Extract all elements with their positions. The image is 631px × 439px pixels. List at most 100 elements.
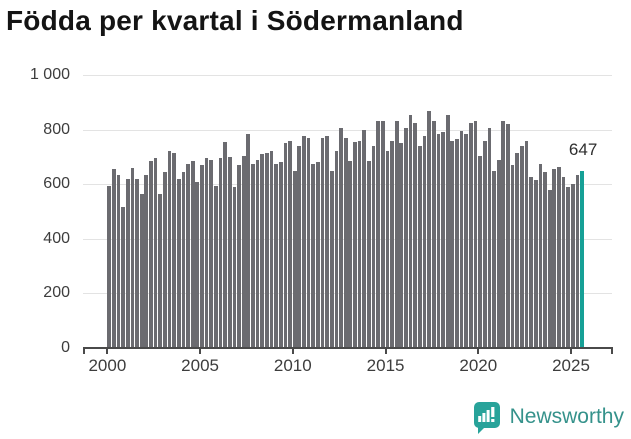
bar: [557, 166, 561, 348]
bar: [107, 185, 112, 348]
newsworthy-chart-bubble-icon: [473, 402, 500, 434]
bar: [297, 146, 302, 348]
bar: [362, 129, 367, 348]
bar: [186, 163, 190, 348]
gridline-y1000: [83, 75, 612, 76]
bar: [450, 140, 455, 348]
bar: [501, 121, 506, 348]
bar: [112, 169, 116, 348]
bar: [459, 131, 464, 348]
bar: [241, 155, 246, 348]
y-axis-label: 800: [43, 120, 70, 138]
bar: [167, 151, 172, 348]
y-axis-label: 400: [43, 229, 70, 247]
bar: [306, 137, 311, 348]
bar: [431, 121, 436, 348]
bar: [436, 133, 441, 348]
bar: [469, 122, 473, 348]
bar: [125, 178, 130, 348]
bar: [246, 133, 251, 348]
bar: [343, 137, 348, 348]
bar: [529, 177, 533, 348]
bar: [255, 159, 260, 348]
bar: [181, 171, 186, 348]
bar: [413, 122, 418, 348]
bar: [510, 165, 515, 348]
bar: [520, 146, 524, 348]
bar: [265, 152, 269, 348]
bar: [200, 165, 204, 348]
x-axis-label: 2025: [552, 356, 590, 375]
bar: [390, 140, 394, 348]
gridline-y800: [83, 129, 612, 131]
bar: [223, 141, 227, 348]
bar: [130, 167, 135, 348]
bar: [176, 178, 181, 348]
bar: [385, 151, 390, 348]
bar: [487, 128, 492, 348]
bar: [158, 193, 163, 348]
bar: [367, 161, 371, 348]
y-axis-label: 1 000: [29, 66, 70, 83]
bar: [227, 156, 232, 348]
bar: [445, 114, 450, 348]
bar: [538, 163, 543, 348]
chart-title: Födda per kvartal i Södermanland: [6, 5, 464, 36]
x-axis-label: 2000: [88, 356, 127, 375]
bar: [329, 170, 334, 348]
bar: [209, 159, 214, 348]
bar: [153, 158, 158, 348]
x-axis-line: [83, 347, 613, 349]
x-axis-label: 2020: [459, 356, 498, 375]
bar: [399, 143, 404, 348]
bar: [260, 154, 265, 348]
bar: [135, 178, 139, 348]
bar: [311, 163, 316, 348]
bar: [232, 186, 237, 348]
bar: [524, 140, 529, 348]
x-axis-tick: [384, 349, 387, 354]
bar: [552, 169, 557, 348]
bar: [237, 165, 241, 348]
axis-end-tick: [83, 349, 85, 354]
bar: [278, 162, 283, 348]
highlight-value-label: 647: [568, 140, 598, 159]
bar: [251, 163, 255, 348]
bar: [427, 110, 431, 348]
y-axis-label: 600: [43, 175, 70, 193]
bar: [214, 185, 218, 348]
bar: [218, 158, 223, 348]
bar: [357, 140, 362, 348]
bar: [163, 171, 167, 348]
bar: [404, 128, 408, 348]
branding-footer: Newsworthy: [472, 400, 624, 434]
x-axis-tick: [291, 349, 294, 354]
bar: [455, 139, 459, 348]
bar: [561, 177, 566, 348]
x-axis-tick: [106, 349, 109, 354]
x-axis-label: 2010: [273, 356, 312, 375]
axis-end-tick: [611, 349, 613, 354]
bar: [172, 152, 176, 348]
bar: [482, 140, 487, 348]
bar: [195, 181, 200, 348]
x-axis-tick: [570, 349, 572, 354]
bar: [269, 151, 274, 348]
bar: [274, 163, 278, 348]
bar: [543, 171, 547, 348]
bar: [571, 184, 575, 348]
bar: [190, 161, 195, 348]
bar: [302, 136, 306, 348]
y-axis-label: 0: [61, 339, 70, 356]
bar: [547, 189, 552, 348]
bar: [339, 128, 343, 348]
bar: [325, 136, 329, 348]
bar: [283, 143, 288, 348]
bar: [116, 174, 121, 348]
bar: [320, 137, 325, 348]
bar: [473, 121, 478, 348]
bar: [418, 146, 422, 348]
bar: [334, 151, 339, 348]
highlight-bar: [580, 171, 584, 348]
bar: [566, 186, 571, 348]
